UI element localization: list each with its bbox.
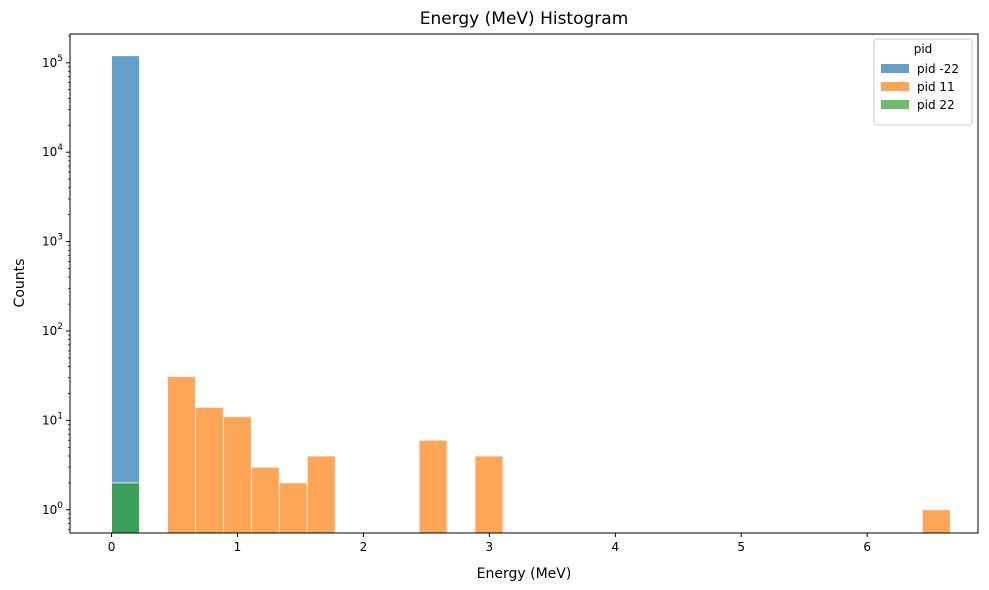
- bar-series-1-bin-0: [167, 376, 196, 534]
- legend-entry-label: pid -22: [917, 62, 959, 76]
- chart-title: Energy (MeV) Histogram: [420, 9, 629, 29]
- bar-series-1-bin-3: [250, 466, 280, 534]
- x-axis-label: Energy (MeV): [477, 566, 572, 582]
- histogram-bars: [111, 55, 951, 534]
- x-tick-label: 6: [863, 540, 871, 554]
- x-tick-label: 3: [486, 540, 494, 554]
- plot-frame: [69, 33, 979, 534]
- bar-series-1-bin-8: [921, 509, 951, 534]
- y-axis-label: Counts: [12, 259, 28, 308]
- legend: pid pid -22 pid 11 pid 22: [873, 38, 973, 126]
- bar-series-1-bin-1: [195, 406, 224, 534]
- x-tick-label: 4: [611, 540, 619, 554]
- y-tick-label: 102: [42, 322, 63, 338]
- y-tick-label: 100: [42, 501, 63, 517]
- x-tick-label: 2: [360, 540, 368, 554]
- y-axis-ticks: 100 101 102 103 104 105: [42, 35, 70, 530]
- bar-series-0-bin-0: [111, 55, 140, 534]
- legend-title: pid: [914, 42, 933, 56]
- legend-swatch: [881, 82, 909, 91]
- legend-swatch: [881, 64, 909, 73]
- bar-series-1-bin-4: [278, 482, 308, 534]
- y-tick-label: 104: [42, 143, 63, 159]
- x-tick-label: 5: [737, 540, 745, 554]
- y-tick-label: 101: [42, 411, 63, 427]
- legend-entry-label: pid 22: [917, 98, 955, 112]
- bar-series-1-bin-5: [306, 455, 336, 534]
- bar-series-1-bin-2: [222, 416, 252, 534]
- y-tick-label: 105: [42, 54, 63, 70]
- bar-series-2-bin-0: [111, 482, 140, 534]
- x-axis-ticks: 0 1 2 3 4 5 6: [108, 533, 871, 554]
- legend-swatch: [881, 100, 909, 109]
- x-tick-label: 1: [234, 540, 242, 554]
- y-tick-label: 103: [42, 233, 63, 249]
- bar-series-1-bin-7: [474, 455, 504, 534]
- x-tick-label: 0: [108, 540, 116, 554]
- legend-entry-label: pid 11: [917, 80, 955, 94]
- bar-series-1-bin-6: [418, 439, 448, 534]
